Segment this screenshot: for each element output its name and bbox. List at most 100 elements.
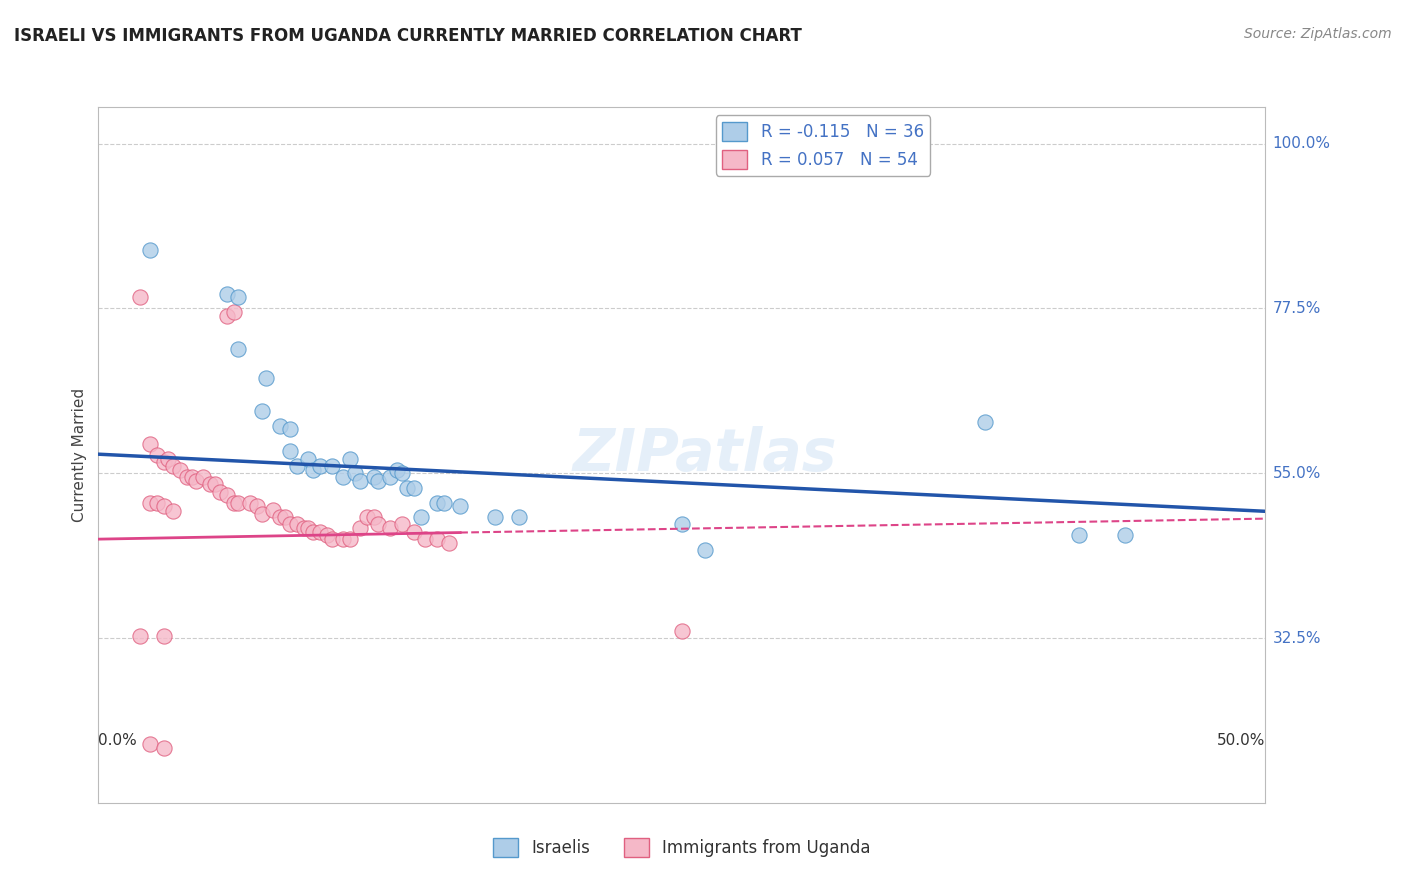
Text: ZIPatlas: ZIPatlas bbox=[574, 426, 838, 483]
Point bbox=[228, 495, 250, 509]
Point bbox=[157, 451, 180, 466]
Point bbox=[228, 342, 250, 356]
Point bbox=[402, 524, 425, 539]
Point bbox=[695, 543, 717, 558]
Point bbox=[278, 444, 301, 458]
Point bbox=[278, 517, 301, 532]
Point bbox=[356, 510, 378, 524]
Point bbox=[269, 510, 291, 524]
Point bbox=[484, 510, 506, 524]
Text: Source: ZipAtlas.com: Source: ZipAtlas.com bbox=[1244, 27, 1392, 41]
Point bbox=[339, 532, 361, 546]
Point bbox=[250, 507, 273, 521]
Point bbox=[302, 462, 325, 476]
Point bbox=[129, 290, 152, 304]
Point bbox=[321, 532, 343, 546]
Point bbox=[316, 528, 339, 542]
Point bbox=[332, 532, 354, 546]
Point bbox=[1067, 528, 1090, 542]
Text: 50.0%: 50.0% bbox=[1218, 733, 1265, 748]
Point bbox=[321, 458, 343, 473]
Point bbox=[367, 517, 389, 532]
Point bbox=[239, 495, 262, 509]
Point bbox=[129, 629, 152, 643]
Point bbox=[349, 474, 371, 488]
Point bbox=[974, 415, 997, 429]
Point bbox=[433, 495, 456, 509]
Point bbox=[152, 499, 174, 513]
Point bbox=[162, 458, 184, 473]
Point bbox=[339, 451, 361, 466]
Point bbox=[274, 510, 297, 524]
Point bbox=[215, 488, 238, 502]
Point bbox=[186, 474, 208, 488]
Point bbox=[176, 470, 198, 484]
Point bbox=[250, 404, 273, 418]
Point bbox=[204, 477, 226, 491]
Point bbox=[449, 499, 471, 513]
Point bbox=[256, 371, 278, 385]
Point bbox=[215, 286, 238, 301]
Point bbox=[671, 624, 693, 638]
Point bbox=[152, 629, 174, 643]
Point bbox=[162, 504, 184, 518]
Point bbox=[426, 532, 449, 546]
Point bbox=[309, 458, 332, 473]
Point bbox=[146, 448, 169, 462]
Point bbox=[180, 470, 202, 484]
Point bbox=[200, 477, 222, 491]
Point bbox=[378, 470, 402, 484]
Point bbox=[222, 495, 245, 509]
Point bbox=[671, 517, 693, 532]
Point bbox=[228, 290, 250, 304]
Point bbox=[332, 470, 354, 484]
Point bbox=[139, 243, 162, 257]
Point bbox=[1114, 528, 1136, 542]
Point bbox=[208, 484, 231, 499]
Point bbox=[139, 495, 162, 509]
Point bbox=[409, 510, 432, 524]
Text: 32.5%: 32.5% bbox=[1272, 631, 1320, 646]
Point bbox=[297, 521, 319, 535]
Point bbox=[246, 499, 269, 513]
Point bbox=[363, 470, 385, 484]
Point bbox=[367, 474, 389, 488]
Point bbox=[426, 495, 449, 509]
Point bbox=[193, 470, 215, 484]
Point bbox=[285, 458, 308, 473]
Point bbox=[378, 521, 402, 535]
Point bbox=[344, 467, 367, 481]
Point bbox=[152, 740, 174, 755]
Point bbox=[139, 437, 162, 451]
Point bbox=[508, 510, 530, 524]
Legend: Israelis, Immigrants from Uganda: Israelis, Immigrants from Uganda bbox=[486, 831, 877, 864]
Text: 77.5%: 77.5% bbox=[1272, 301, 1320, 316]
Point bbox=[395, 481, 418, 495]
Point bbox=[146, 495, 169, 509]
Text: 55.0%: 55.0% bbox=[1272, 466, 1320, 481]
Point bbox=[391, 467, 413, 481]
Text: ISRAELI VS IMMIGRANTS FROM UGANDA CURRENTLY MARRIED CORRELATION CHART: ISRAELI VS IMMIGRANTS FROM UGANDA CURREN… bbox=[14, 27, 801, 45]
Point bbox=[349, 521, 371, 535]
Point bbox=[302, 524, 325, 539]
Point bbox=[278, 422, 301, 436]
Point bbox=[152, 455, 174, 469]
Y-axis label: Currently Married: Currently Married bbox=[72, 388, 87, 522]
Point bbox=[363, 510, 385, 524]
Point bbox=[391, 517, 413, 532]
Point bbox=[292, 521, 315, 535]
Text: 0.0%: 0.0% bbox=[98, 733, 138, 748]
Point bbox=[139, 737, 162, 751]
Point bbox=[385, 462, 408, 476]
Point bbox=[413, 532, 436, 546]
Point bbox=[215, 309, 238, 323]
Text: 100.0%: 100.0% bbox=[1272, 136, 1330, 151]
Point bbox=[402, 481, 425, 495]
Point bbox=[297, 451, 319, 466]
Point bbox=[222, 305, 245, 319]
Point bbox=[262, 503, 284, 517]
Point bbox=[285, 517, 308, 532]
Point bbox=[169, 462, 191, 476]
Point bbox=[269, 418, 291, 433]
Point bbox=[437, 536, 460, 550]
